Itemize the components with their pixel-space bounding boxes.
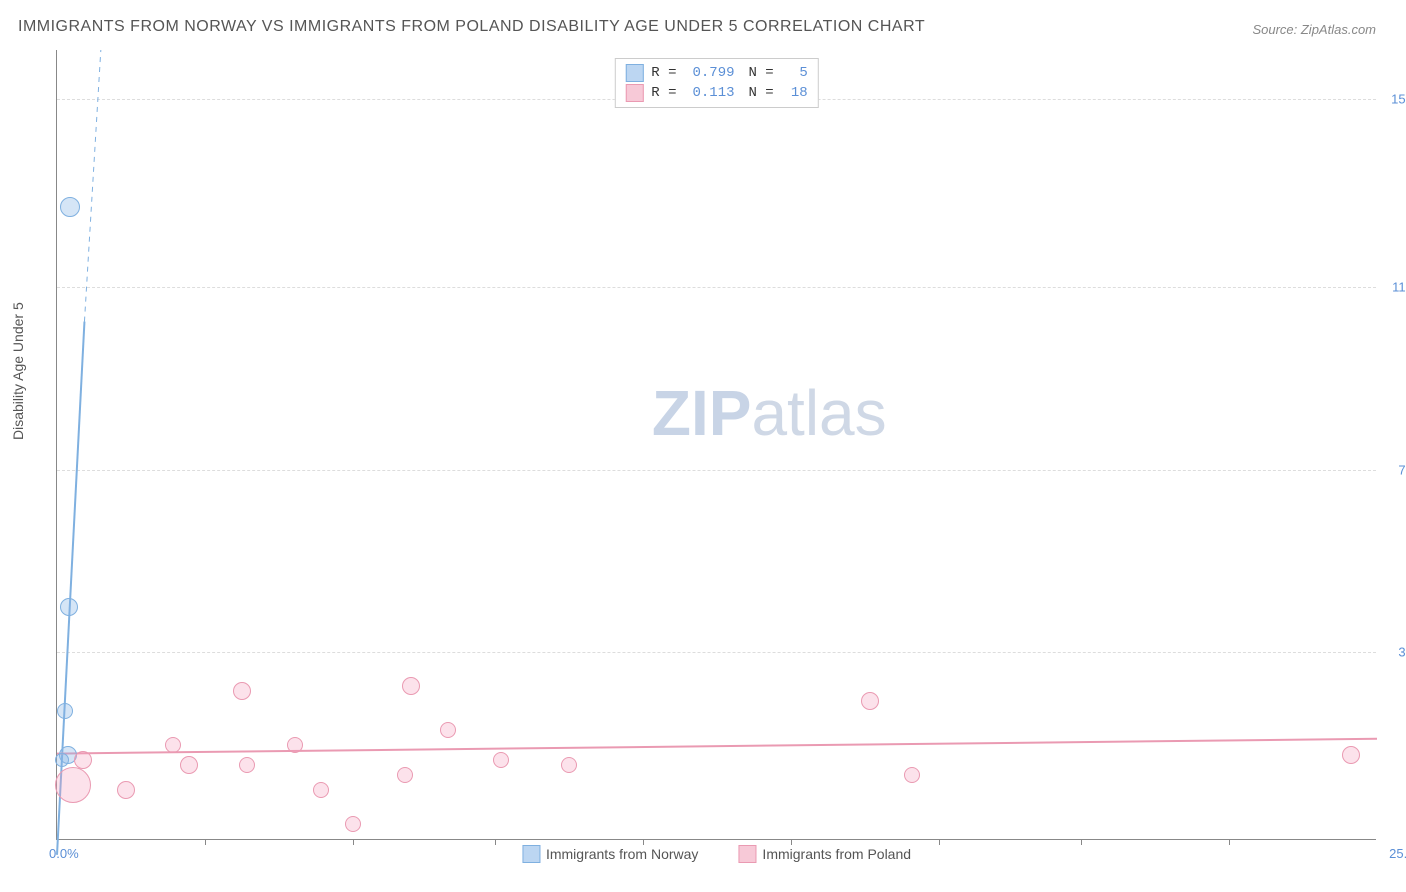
x-tick xyxy=(939,839,940,845)
gridline xyxy=(57,287,1376,288)
data-point xyxy=(313,782,329,798)
x-tick xyxy=(353,839,354,845)
x-tick xyxy=(205,839,206,845)
y-tick-label: 11.2% xyxy=(1392,280,1406,295)
data-point xyxy=(233,682,251,700)
legend-swatch xyxy=(738,845,756,863)
data-point xyxy=(861,692,879,710)
watermark-light: atlas xyxy=(751,377,886,449)
watermark-bold: ZIP xyxy=(652,377,752,449)
data-point xyxy=(165,737,181,753)
legend-swatch xyxy=(625,84,643,102)
legend-correlation-row: R = 0.113 N = 18 xyxy=(625,83,807,103)
data-point xyxy=(60,197,80,217)
data-point xyxy=(180,756,198,774)
data-point xyxy=(55,753,69,767)
n-value: 18 xyxy=(782,85,808,101)
data-point xyxy=(60,598,78,616)
data-point xyxy=(57,703,73,719)
points-layer xyxy=(57,50,1376,839)
trend-line xyxy=(57,322,84,855)
data-point xyxy=(561,757,577,773)
r-label: R = xyxy=(651,85,676,101)
legend-series-label: Immigrants from Poland xyxy=(762,846,911,862)
n-value: 5 xyxy=(782,65,808,81)
data-point xyxy=(397,767,413,783)
plot-area: ZIPatlas 3.8%7.5%11.2%15.0% R = 0.799 N = 5… xyxy=(56,50,1376,840)
legend-series-label: Immigrants from Norway xyxy=(546,846,698,862)
y-tick-label: 3.8% xyxy=(1398,645,1406,660)
data-point xyxy=(402,677,420,695)
data-point xyxy=(287,737,303,753)
x-tick xyxy=(495,839,496,845)
gridline xyxy=(57,470,1376,471)
trend-line-extrapolated xyxy=(84,50,100,322)
data-point xyxy=(74,751,92,769)
legend-swatch xyxy=(522,845,540,863)
trend-line xyxy=(57,739,1377,754)
data-point xyxy=(345,816,361,832)
data-point xyxy=(1342,746,1360,764)
xtick-layer xyxy=(57,50,1376,839)
r-value: 0.799 xyxy=(685,65,735,81)
data-point xyxy=(55,767,91,803)
x-axis-max-label: 25.0% xyxy=(1389,846,1406,861)
legend-correlation: R = 0.799 N = 5 R = 0.113 N = 18 xyxy=(614,58,818,108)
legend-series-item: Immigrants from Poland xyxy=(738,845,911,863)
x-axis-min-label: 0.0% xyxy=(49,846,79,861)
data-point xyxy=(493,752,509,768)
data-point xyxy=(239,757,255,773)
data-point xyxy=(904,767,920,783)
legend-series: Immigrants from Norway Immigrants from Po… xyxy=(522,845,911,863)
x-tick xyxy=(1081,839,1082,845)
chart-title: IMMIGRANTS FROM NORWAY VS IMMIGRANTS FRO… xyxy=(18,18,925,36)
legend-swatch xyxy=(625,64,643,82)
y-tick-label: 15.0% xyxy=(1391,92,1406,107)
y-tick-label: 7.5% xyxy=(1398,462,1406,477)
gridline xyxy=(57,652,1376,653)
data-point xyxy=(117,781,135,799)
grid-layer: 3.8%7.5%11.2%15.0% xyxy=(57,50,1376,839)
r-value: 0.113 xyxy=(685,85,735,101)
y-axis-label: Disability Age Under 5 xyxy=(10,302,26,440)
watermark: ZIPatlas xyxy=(652,376,887,450)
source-attribution: Source: ZipAtlas.com xyxy=(1252,22,1376,37)
n-label: N = xyxy=(749,65,774,81)
legend-series-item: Immigrants from Norway xyxy=(522,845,698,863)
legend-correlation-row: R = 0.799 N = 5 xyxy=(625,63,807,83)
r-label: R = xyxy=(651,65,676,81)
data-point xyxy=(440,722,456,738)
n-label: N = xyxy=(749,85,774,101)
data-point xyxy=(59,746,77,764)
x-tick xyxy=(1229,839,1230,845)
